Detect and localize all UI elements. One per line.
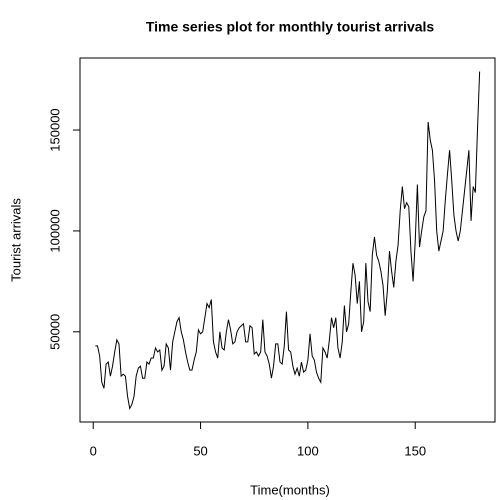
x-tick-label: 50 <box>193 443 207 458</box>
x-axis-label: Time(months) <box>250 482 330 497</box>
y-tick-label: 50000 <box>47 314 62 350</box>
y-axis-label: Tourist arrivals <box>8 198 23 282</box>
y-tick-label: 100000 <box>47 209 62 252</box>
series-line <box>95 71 481 410</box>
x-tick-label: 100 <box>297 443 319 458</box>
y-tick-label: 150000 <box>47 108 62 151</box>
x-tick-label: 150 <box>404 443 426 458</box>
plot-frame <box>79 57 496 423</box>
x-tick-label: 0 <box>90 443 97 458</box>
chart-title: Time series plot for monthly tourist arr… <box>146 19 435 35</box>
